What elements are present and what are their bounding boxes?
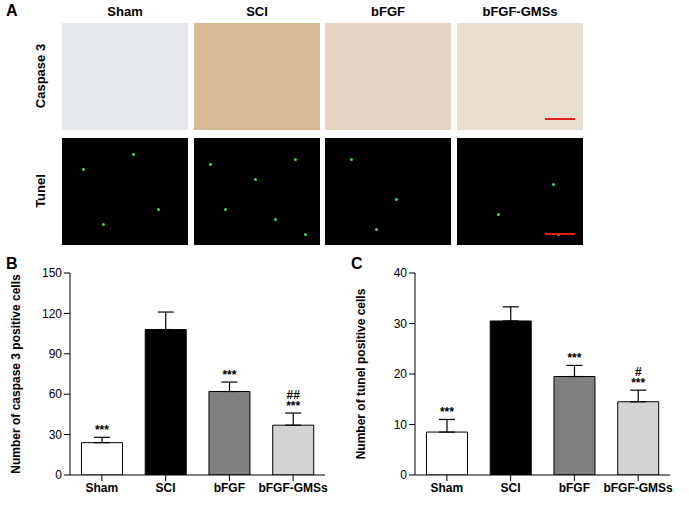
- svg-text:60: 60: [49, 387, 63, 401]
- svg-text:bFGF: bFGF: [559, 481, 590, 495]
- svg-text:***: ***: [567, 351, 581, 365]
- svg-text:20: 20: [394, 367, 408, 381]
- svg-text:40: 40: [394, 266, 408, 280]
- svg-text:***: ***: [222, 368, 236, 382]
- html-text:Caspase 3: Caspase 3: [32, 43, 48, 109]
- svg-text:Number of caspase 3 positive c: Number of caspase 3 positive cells: [9, 274, 23, 474]
- html-text:bFGF: bFGF: [371, 4, 405, 19]
- svg-text:90: 90: [49, 347, 63, 361]
- svg-text:bFGF-GMSs: bFGF-GMSs: [258, 481, 328, 495]
- svg-text:***: ***: [440, 405, 454, 419]
- svg-text:150: 150: [42, 266, 62, 280]
- svg-text:Sham: Sham: [431, 481, 464, 495]
- html-text:Sham: Sham: [107, 4, 143, 19]
- svg-text:10: 10: [394, 418, 408, 432]
- svg-text:bFGF-GMSs: bFGF-GMSs: [603, 481, 673, 495]
- svg-text:Number of tunel positive cells: Number of tunel positive cells: [354, 288, 368, 459]
- svg-text:SCI: SCI: [156, 481, 176, 495]
- svg-text:30: 30: [49, 428, 63, 442]
- html-text:A: A: [6, 2, 18, 19]
- svg-text:***: ***: [95, 423, 109, 437]
- svg-text:***: ***: [286, 399, 300, 413]
- html-text:SCI: SCI: [246, 4, 268, 19]
- svg-text:0: 0: [400, 468, 407, 482]
- html-text:B: B: [6, 255, 18, 272]
- svg-text:***: ***: [631, 376, 645, 390]
- svg-text:0: 0: [55, 468, 62, 482]
- svg-text:bFGF: bFGF: [214, 481, 245, 495]
- html-text:C: C: [351, 255, 363, 272]
- html-text:Tunel: Tunel: [32, 174, 48, 208]
- svg-text:120: 120: [42, 307, 62, 321]
- html-text:bFGF-GMSs: bFGF-GMSs: [482, 4, 558, 19]
- svg-text:Sham: Sham: [86, 481, 119, 495]
- svg-text:30: 30: [394, 317, 408, 331]
- svg-text:SCI: SCI: [501, 481, 521, 495]
